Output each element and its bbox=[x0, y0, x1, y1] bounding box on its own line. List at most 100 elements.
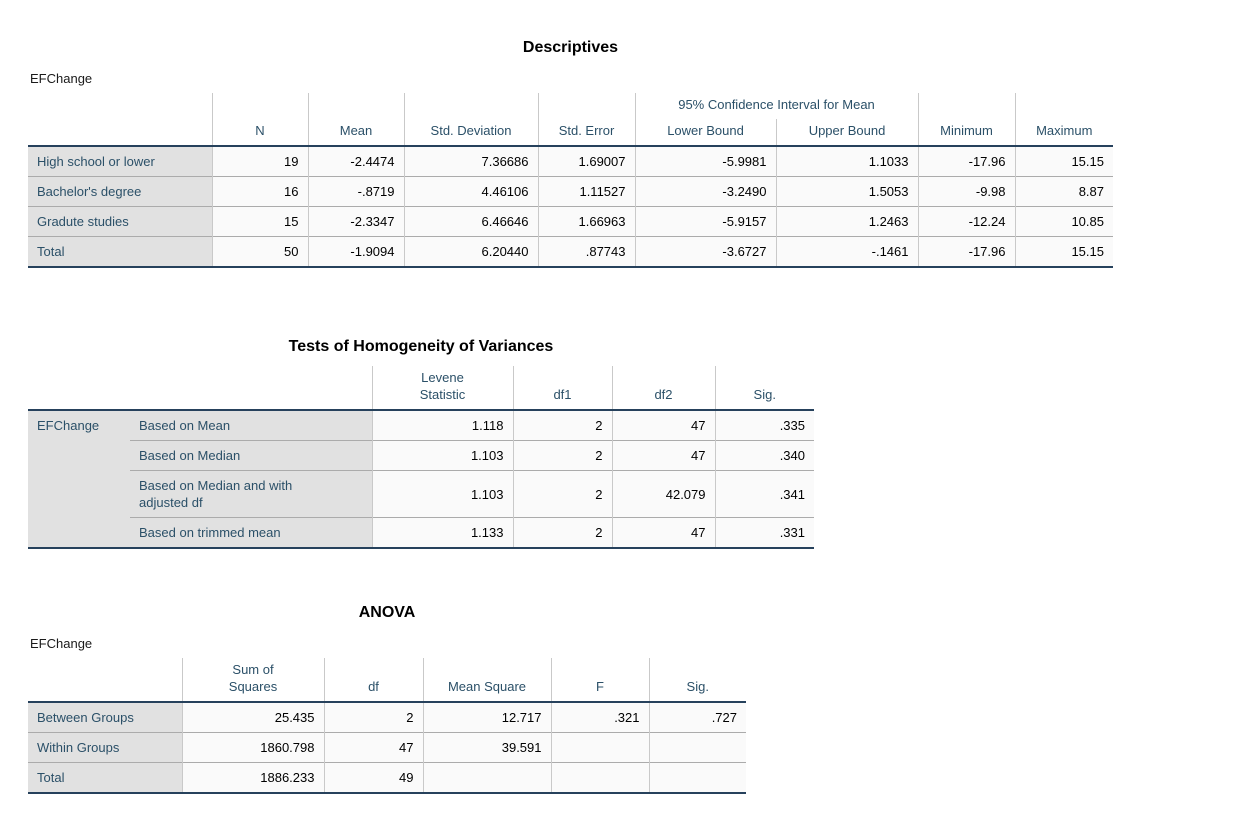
data-cell: 1.133 bbox=[371, 517, 513, 548]
column-header-df1: df1 bbox=[512, 366, 612, 410]
corner-cell bbox=[28, 366, 372, 410]
data-cell: 10.85 bbox=[1014, 206, 1113, 237]
row-label-cell: High school or lower bbox=[28, 145, 212, 177]
column-header-mean: Mean bbox=[307, 93, 404, 146]
data-cell bbox=[648, 762, 746, 793]
table-row: Between Groups 25.435 2 12.717 .321 .727 bbox=[28, 701, 746, 733]
data-cell: 16 bbox=[211, 176, 308, 207]
column-header-lower-bound: Lower Bound bbox=[634, 119, 776, 146]
data-cell: 47 bbox=[323, 732, 423, 763]
data-cell: -3.2490 bbox=[634, 176, 776, 207]
data-cell: -17.96 bbox=[917, 145, 1015, 177]
data-cell: 15.15 bbox=[1014, 236, 1113, 267]
row-label-cell: Gradute studies bbox=[28, 206, 212, 237]
data-cell: 6.20440 bbox=[403, 236, 538, 267]
data-cell: .727 bbox=[648, 701, 746, 733]
data-cell: 1860.798 bbox=[181, 732, 324, 763]
data-cell: 47 bbox=[611, 409, 715, 441]
row-label-cell: Based on Median bbox=[130, 440, 372, 471]
table-row: Total 50 -1.9094 6.20440 .87743 -3.6727 … bbox=[28, 236, 1113, 267]
data-cell: 1.103 bbox=[371, 470, 513, 518]
data-cell: .340 bbox=[714, 440, 814, 471]
homogeneity-title: Tests of Homogeneity of Variances bbox=[288, 338, 554, 355]
corner-cell bbox=[28, 658, 182, 702]
column-header-f: F bbox=[550, 658, 649, 702]
data-cell bbox=[648, 732, 746, 763]
column-header-upper-bound: Upper Bound bbox=[775, 119, 918, 146]
data-cell: 1886.233 bbox=[181, 762, 324, 793]
row-label-cell: Based on Mean bbox=[130, 409, 372, 441]
data-cell bbox=[550, 762, 649, 793]
homogeneity-table: Levene Statistic df1 df2 Sig. EFChange B… bbox=[28, 366, 814, 549]
data-cell: 8.87 bbox=[1014, 176, 1113, 207]
column-header-maximum: Maximum bbox=[1014, 93, 1113, 146]
data-cell: 1.2463 bbox=[775, 206, 918, 237]
data-cell: 1.103 bbox=[371, 440, 513, 471]
corner-cell bbox=[28, 93, 212, 146]
data-cell: 39.591 bbox=[422, 732, 551, 763]
homogeneity-section: Tests of Homogeneity of Variances Levene… bbox=[28, 337, 814, 549]
data-cell: 49 bbox=[323, 762, 423, 793]
anova-variable-caption: EFChange bbox=[30, 636, 93, 651]
data-cell: 19 bbox=[211, 145, 308, 177]
row-label-cell: Between Groups bbox=[28, 701, 182, 733]
data-cell: -2.4474 bbox=[307, 145, 404, 177]
table-row: Based on trimmed mean 1.133 2 47 .331 bbox=[28, 517, 814, 548]
data-cell: 2 bbox=[512, 440, 612, 471]
table-row: EFChange Based on Mean 1.118 2 47 .335 bbox=[28, 409, 814, 548]
data-cell: 2 bbox=[323, 701, 423, 733]
data-cell: 25.435 bbox=[181, 701, 324, 733]
data-cell: -5.9157 bbox=[634, 206, 776, 237]
row-label-cell: Based on trimmed mean bbox=[130, 517, 372, 548]
descriptives-title: Descriptives bbox=[522, 39, 619, 56]
data-cell: 15.15 bbox=[1014, 145, 1113, 177]
data-cell: 4.46106 bbox=[403, 176, 538, 207]
data-cell: 2 bbox=[512, 409, 612, 441]
data-cell: 47 bbox=[611, 517, 715, 548]
column-header-sum-of-squares: Sum of Squares bbox=[181, 658, 324, 702]
descriptives-section: Descriptives EFChange N Mean Std. Deviat… bbox=[28, 38, 1113, 268]
descriptives-variable-caption: EFChange bbox=[30, 71, 93, 86]
column-header-std-error: Std. Error bbox=[537, 93, 635, 146]
data-cell bbox=[422, 762, 551, 793]
table-row: Within Groups 1860.798 47 39.591 bbox=[28, 732, 746, 763]
table-row: Based on Median 1.103 2 47 .340 bbox=[28, 440, 814, 471]
data-cell: 1.11527 bbox=[537, 176, 635, 207]
table-row: Based on Median and with adjusted df 1.1… bbox=[28, 470, 814, 518]
anova-title: ANOVA bbox=[358, 604, 416, 621]
data-cell: .335 bbox=[714, 409, 814, 441]
ci-group-header: 95% Confidence Interval for Mean bbox=[634, 93, 918, 119]
data-cell: 6.46646 bbox=[403, 206, 538, 237]
data-cell: -3.6727 bbox=[634, 236, 776, 267]
data-cell: 1.5053 bbox=[775, 176, 918, 207]
data-cell: -9.98 bbox=[917, 176, 1015, 207]
data-cell: 12.717 bbox=[422, 701, 551, 733]
data-cell: 47 bbox=[611, 440, 715, 471]
data-cell: -.1461 bbox=[775, 236, 918, 267]
column-header-mean-square: Mean Square bbox=[422, 658, 551, 702]
row-label-cell: Within Groups bbox=[28, 732, 182, 763]
table-row: Total 1886.233 49 bbox=[28, 762, 746, 793]
data-cell: .321 bbox=[550, 701, 649, 733]
row-label-cell: Total bbox=[28, 236, 212, 267]
data-cell: -.8719 bbox=[307, 176, 404, 207]
data-cell: -1.9094 bbox=[307, 236, 404, 267]
table-row: High school or lower 19 -2.4474 7.36686 … bbox=[28, 145, 1113, 177]
row-label-cell: Total bbox=[28, 762, 182, 793]
column-header-sig: Sig. bbox=[714, 366, 814, 410]
data-cell: 42.079 bbox=[611, 470, 715, 518]
data-cell: .331 bbox=[714, 517, 814, 548]
data-cell: 15 bbox=[211, 206, 308, 237]
descriptives-table: N Mean Std. Deviation Std. Error 95% Con… bbox=[28, 93, 1113, 268]
data-cell: 50 bbox=[211, 236, 308, 267]
data-cell: .341 bbox=[714, 470, 814, 518]
data-cell: -5.9981 bbox=[634, 145, 776, 177]
row-group-label-cell: EFChange bbox=[28, 409, 130, 548]
data-cell: 2 bbox=[512, 517, 612, 548]
data-cell: 1.69007 bbox=[537, 145, 635, 177]
data-cell: -2.3347 bbox=[307, 206, 404, 237]
column-header-minimum: Minimum bbox=[917, 93, 1015, 146]
data-cell: 7.36686 bbox=[403, 145, 538, 177]
table-row: Gradute studies 15 -2.3347 6.46646 1.669… bbox=[28, 206, 1113, 237]
column-header-sig: Sig. bbox=[648, 658, 746, 702]
